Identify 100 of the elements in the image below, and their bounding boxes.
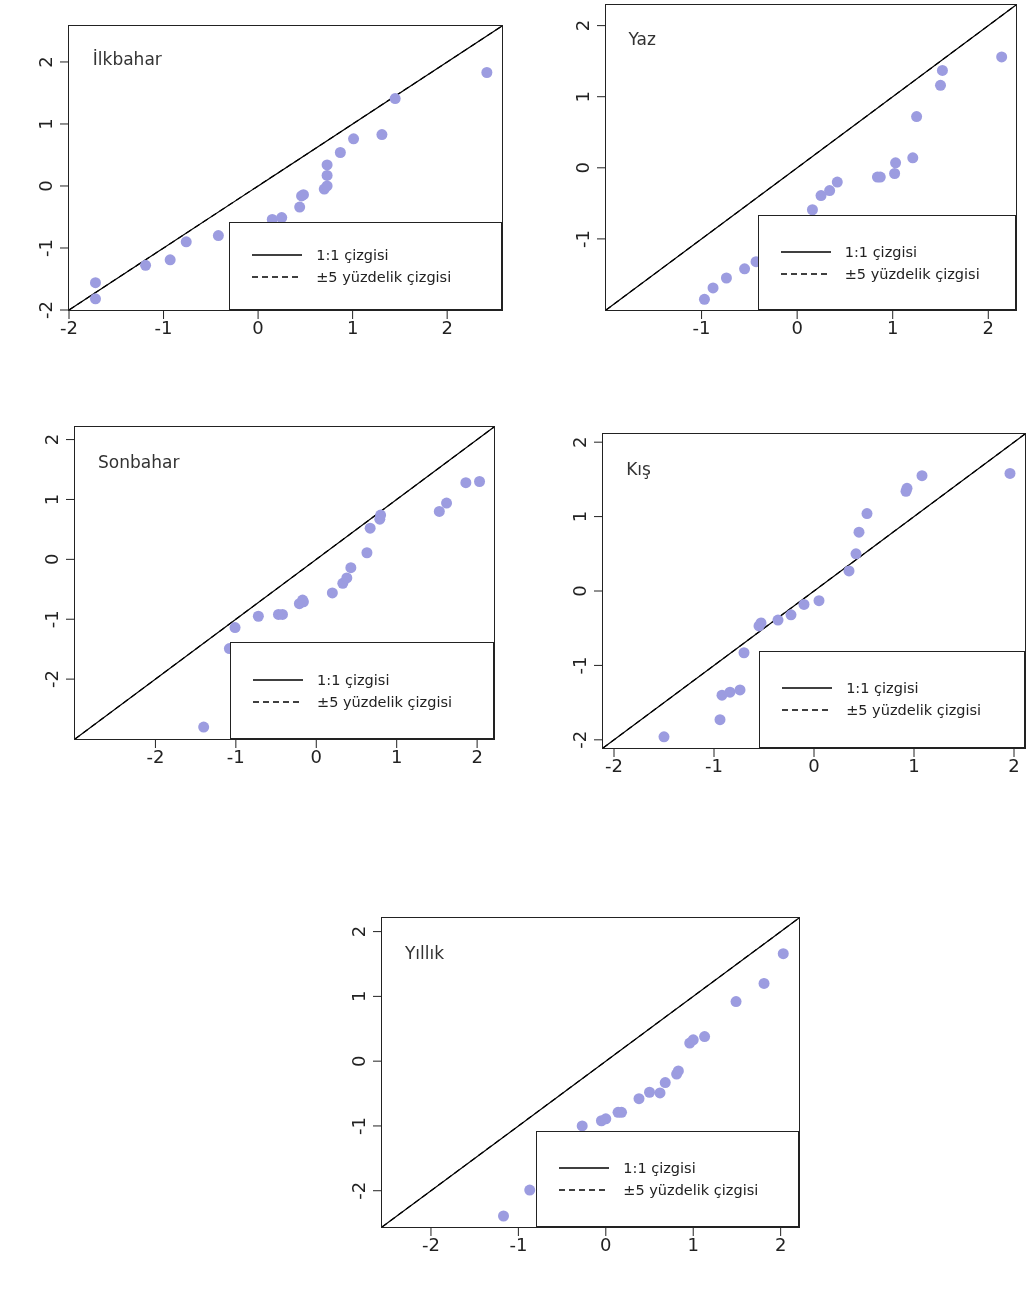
- point: [498, 1210, 510, 1222]
- point: [907, 152, 919, 164]
- point: [813, 595, 825, 607]
- point: [1004, 467, 1016, 479]
- point: [777, 948, 789, 960]
- point: [698, 293, 710, 305]
- point: [334, 147, 346, 158]
- point: [89, 277, 101, 289]
- x-tick-label: -2: [605, 754, 623, 776]
- x-tick-label: 0: [310, 745, 322, 767]
- point: [321, 169, 333, 181]
- x-tick-label: 2: [1008, 754, 1020, 776]
- point: [734, 684, 746, 696]
- y-tick-label: 1: [41, 493, 62, 506]
- legend-label: ±5 yüzdelik çizgisi: [317, 693, 453, 710]
- point: [433, 505, 445, 517]
- point: [889, 168, 901, 179]
- x-tick-label: -1: [509, 1233, 528, 1255]
- point: [739, 263, 751, 275]
- point: [714, 714, 726, 726]
- point: [738, 647, 750, 659]
- y-tick-label: 0: [35, 180, 56, 192]
- point: [996, 51, 1008, 63]
- x-tick-label: -2: [421, 1233, 440, 1255]
- point: [724, 686, 736, 698]
- y-tick-label: -2: [348, 1181, 369, 1200]
- point: [644, 1086, 656, 1098]
- y-tick-label: 0: [572, 162, 593, 174]
- point: [252, 610, 264, 622]
- point: [772, 614, 784, 626]
- x-tick-label: 2: [471, 745, 483, 767]
- y-tick-label: -1: [348, 1116, 369, 1135]
- point: [654, 1087, 666, 1099]
- legend-label: 1:1 çizgisi: [316, 246, 389, 263]
- x-tick-label: 0: [791, 316, 803, 338]
- legend-label: 1:1 çizgisi: [846, 680, 919, 697]
- text: Kış: [626, 459, 651, 480]
- point: [853, 526, 865, 538]
- x-tick-label: 0: [808, 754, 820, 776]
- y-tick-label: 1: [569, 510, 590, 523]
- point: [198, 721, 210, 733]
- x-tick-label: -1: [705, 754, 723, 776]
- x-tick-label: -1: [226, 745, 245, 767]
- point: [212, 230, 224, 242]
- point: [89, 293, 101, 305]
- point: [707, 282, 719, 294]
- y-tick-label: -1: [569, 656, 590, 675]
- y-tick-label: 1: [35, 118, 56, 130]
- point: [140, 259, 152, 271]
- y-tick-label: -2: [35, 301, 56, 319]
- legend-label: ±5 yüzdelik çizgisi: [623, 1182, 759, 1199]
- point: [481, 67, 493, 79]
- point: [229, 622, 241, 634]
- legend-label: 1:1 çizgisi: [844, 243, 918, 260]
- y-tick-label: -2: [41, 670, 62, 689]
- point: [294, 201, 306, 213]
- point: [730, 996, 742, 1008]
- point: [861, 508, 873, 520]
- x-tick-label: 1: [886, 316, 899, 338]
- text: İlkbahar: [92, 48, 162, 69]
- point: [824, 185, 836, 197]
- point: [758, 977, 770, 989]
- x-tick-label: -1: [692, 316, 711, 338]
- point: [460, 477, 472, 489]
- point: [441, 497, 453, 509]
- y-tick-label: -2: [569, 730, 590, 749]
- x-tick-label: 2: [774, 1233, 787, 1255]
- point: [326, 587, 338, 599]
- point: [659, 1077, 671, 1089]
- y-tick-label: 2: [572, 19, 593, 32]
- legend-label: 1:1 çizgisi: [317, 671, 390, 688]
- y-tick-label: 1: [572, 90, 593, 103]
- point: [180, 236, 192, 248]
- point: [806, 204, 818, 216]
- point: [348, 133, 360, 145]
- y-tick-label: -1: [41, 610, 62, 629]
- point: [831, 176, 843, 188]
- legend-label: 1:1 çizgisi: [623, 1160, 696, 1177]
- x-tick-label: 2: [982, 316, 995, 338]
- y-tick-label: 2: [348, 925, 369, 938]
- y-tick-label: 1: [348, 990, 369, 1003]
- legend-label: ±5 yüzdelik çizgisi: [846, 702, 982, 719]
- point: [524, 1184, 536, 1196]
- point: [600, 1113, 612, 1125]
- point: [911, 111, 923, 123]
- x-tick-label: 2: [441, 316, 453, 338]
- text: Sonbahar: [98, 451, 180, 472]
- point: [345, 562, 357, 574]
- point: [164, 254, 176, 266]
- y-tick-label: 0: [41, 553, 62, 566]
- point: [633, 1093, 645, 1105]
- y-tick-label: 0: [569, 585, 590, 597]
- point: [850, 548, 862, 560]
- x-tick-label: 1: [687, 1233, 699, 1255]
- point: [474, 476, 486, 487]
- x-tick-label: -2: [146, 745, 165, 767]
- y-tick-label: -1: [35, 239, 56, 257]
- text: Yaz: [628, 29, 656, 50]
- point: [321, 159, 333, 171]
- point: [720, 272, 732, 284]
